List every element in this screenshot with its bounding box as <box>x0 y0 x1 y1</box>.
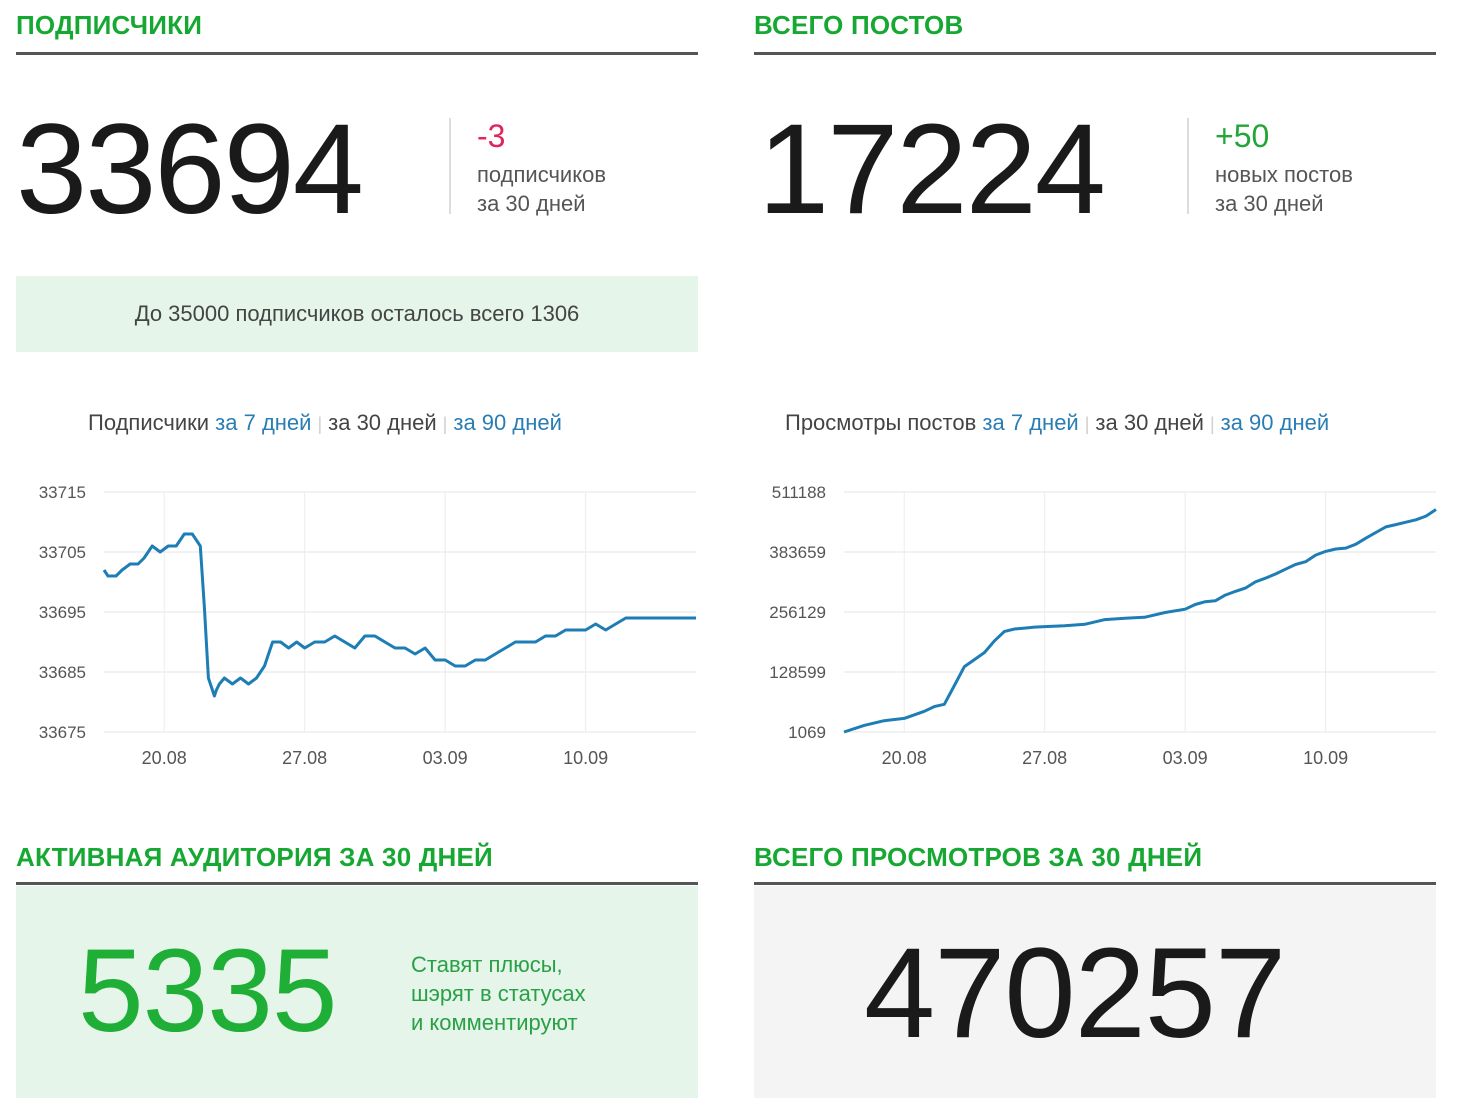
views-chart-x-tick-label: 03.09 <box>1163 748 1208 768</box>
subscribers-count: 33694 <box>16 98 364 241</box>
subscribers-period-30-current: за 30 дней <box>328 410 437 435</box>
subscribers-chart-label: Подписчики <box>88 410 210 435</box>
posts-delta-line1: новых постов <box>1215 162 1353 187</box>
period-separator: | <box>317 414 323 434</box>
views-period-30-current: за 30 дней <box>1095 410 1204 435</box>
period-separator: | <box>1084 414 1090 434</box>
views-chart-y-tick-label: 1069 <box>788 723 826 742</box>
subscribers-delta-line2: за 30 дней <box>477 191 586 216</box>
active-audience-caption: Ставят плюсы, шэрят в статусах и коммент… <box>411 950 586 1037</box>
subscribers-chart-x-tick-label: 20.08 <box>142 748 187 768</box>
views-chart-x-tick-label: 20.08 <box>882 748 927 768</box>
active-audience-divider <box>16 882 698 885</box>
total-views-title: ВСЕГО ПРОСМОТРОВ ЗА 30 ДНЕЙ <box>754 842 1203 872</box>
views-period-7-link[interactable]: за 7 дней <box>982 410 1079 435</box>
active-audience-panel: АКТИВНАЯ АУДИТОРИЯ ЗА 30 ДНЕЙ 5335 Ставя… <box>16 836 698 1106</box>
subscribers-goal-notice: До 35000 подписчиков осталось всего 1306 <box>16 276 698 352</box>
subscribers-chart-y-tick-label: 33695 <box>39 603 86 622</box>
period-separator: | <box>442 414 448 434</box>
subscribers-chart: 33715 33705 33695 33685 33675 20.08 27.08 03.09… <box>39 483 696 768</box>
period-separator: | <box>1209 414 1215 434</box>
views-chart-y-tick-label: 383659 <box>769 543 826 562</box>
subscribers-delta-line1: подписчиков <box>477 162 607 187</box>
posts-count: 17224 <box>758 98 1106 241</box>
total-views-count: 470257 <box>864 922 1286 1065</box>
subscribers-chart-y-tick-label: 33685 <box>39 663 86 682</box>
subscribers-title: ПОДПИСЧИКИ <box>16 10 203 40</box>
views-chart: 511188 383659 256129 128599 1069 20.08 27.08 03… <box>769 483 1437 768</box>
posts-separator <box>1187 118 1189 214</box>
active-audience-title: АКТИВНАЯ АУДИТОРИЯ ЗА 30 ДНЕЙ <box>16 842 493 872</box>
views-chart-y-tick-label: 128599 <box>769 663 826 682</box>
subscribers-chart-x-tick-label: 03.09 <box>423 748 468 768</box>
subscribers-delta-caption: подписчиков за 30 дней <box>477 160 606 218</box>
views-chart-y-tick-label: 511188 <box>772 483 826 502</box>
posts-delta: +50 <box>1215 118 1270 154</box>
posts-title: ВСЕГО ПОСТОВ <box>754 10 964 40</box>
posts-delta-caption: новых постов за 30 дней <box>1215 160 1353 218</box>
subscribers-panel: ПОДПИСЧИКИ 33694 -3 подписчиков за 30 дн… <box>16 0 698 360</box>
posts-delta-line2: за 30 дней <box>1215 191 1324 216</box>
active-audience-line2: шэрят в статусах <box>411 981 586 1006</box>
views-chart-label: Просмотры постов <box>785 410 977 435</box>
views-chart-x-tick-label: 10.09 <box>1303 748 1348 768</box>
total-views-divider <box>754 882 1436 885</box>
subscribers-period-7-link[interactable]: за 7 дней <box>215 410 312 435</box>
subscribers-chart-series-line <box>102 532 696 698</box>
subscribers-chart-header: Подписчики за 7 дней | за 30 дней | за 90 дн… <box>88 410 562 436</box>
views-chart-x-tick-label: 27.08 <box>1022 748 1067 768</box>
subscribers-divider <box>16 52 698 55</box>
posts-panel: ВСЕГО ПОСТОВ 17224 +50 новых постов за 3… <box>754 0 1436 260</box>
subscribers-period-90-link[interactable]: за 90 дней <box>453 410 562 435</box>
subscribers-chart-x-tick-label: 10.09 <box>563 748 608 768</box>
subscribers-chart-y-tick-label: 33715 <box>39 483 86 502</box>
total-views-box: 470257 <box>754 886 1436 1098</box>
active-audience-line1: Ставят плюсы, <box>411 952 563 977</box>
subscribers-separator <box>449 118 451 214</box>
subscribers-chart-x-tick-label: 27.08 <box>282 748 327 768</box>
views-chart-series-line <box>843 508 1437 734</box>
subscribers-chart-y-tick-label: 33675 <box>39 723 86 742</box>
total-views-panel: ВСЕГО ПРОСМОТРОВ ЗА 30 ДНЕЙ 470257 <box>754 836 1436 1106</box>
views-chart-y-tick-label: 256129 <box>769 603 826 622</box>
subscribers-chart-y-tick-label: 33705 <box>39 543 86 562</box>
subscribers-delta: -3 <box>477 118 506 154</box>
posts-divider <box>754 52 1436 55</box>
active-audience-line3: и комментируют <box>411 1010 578 1035</box>
active-audience-box: 5335 Ставят плюсы, шэрят в статусах и ко… <box>16 886 698 1098</box>
active-audience-count: 5335 <box>78 925 338 1057</box>
views-chart-header: Просмотры постов за 7 дней | за 30 дней | за… <box>785 410 1329 436</box>
views-period-90-link[interactable]: за 90 дней <box>1220 410 1330 435</box>
